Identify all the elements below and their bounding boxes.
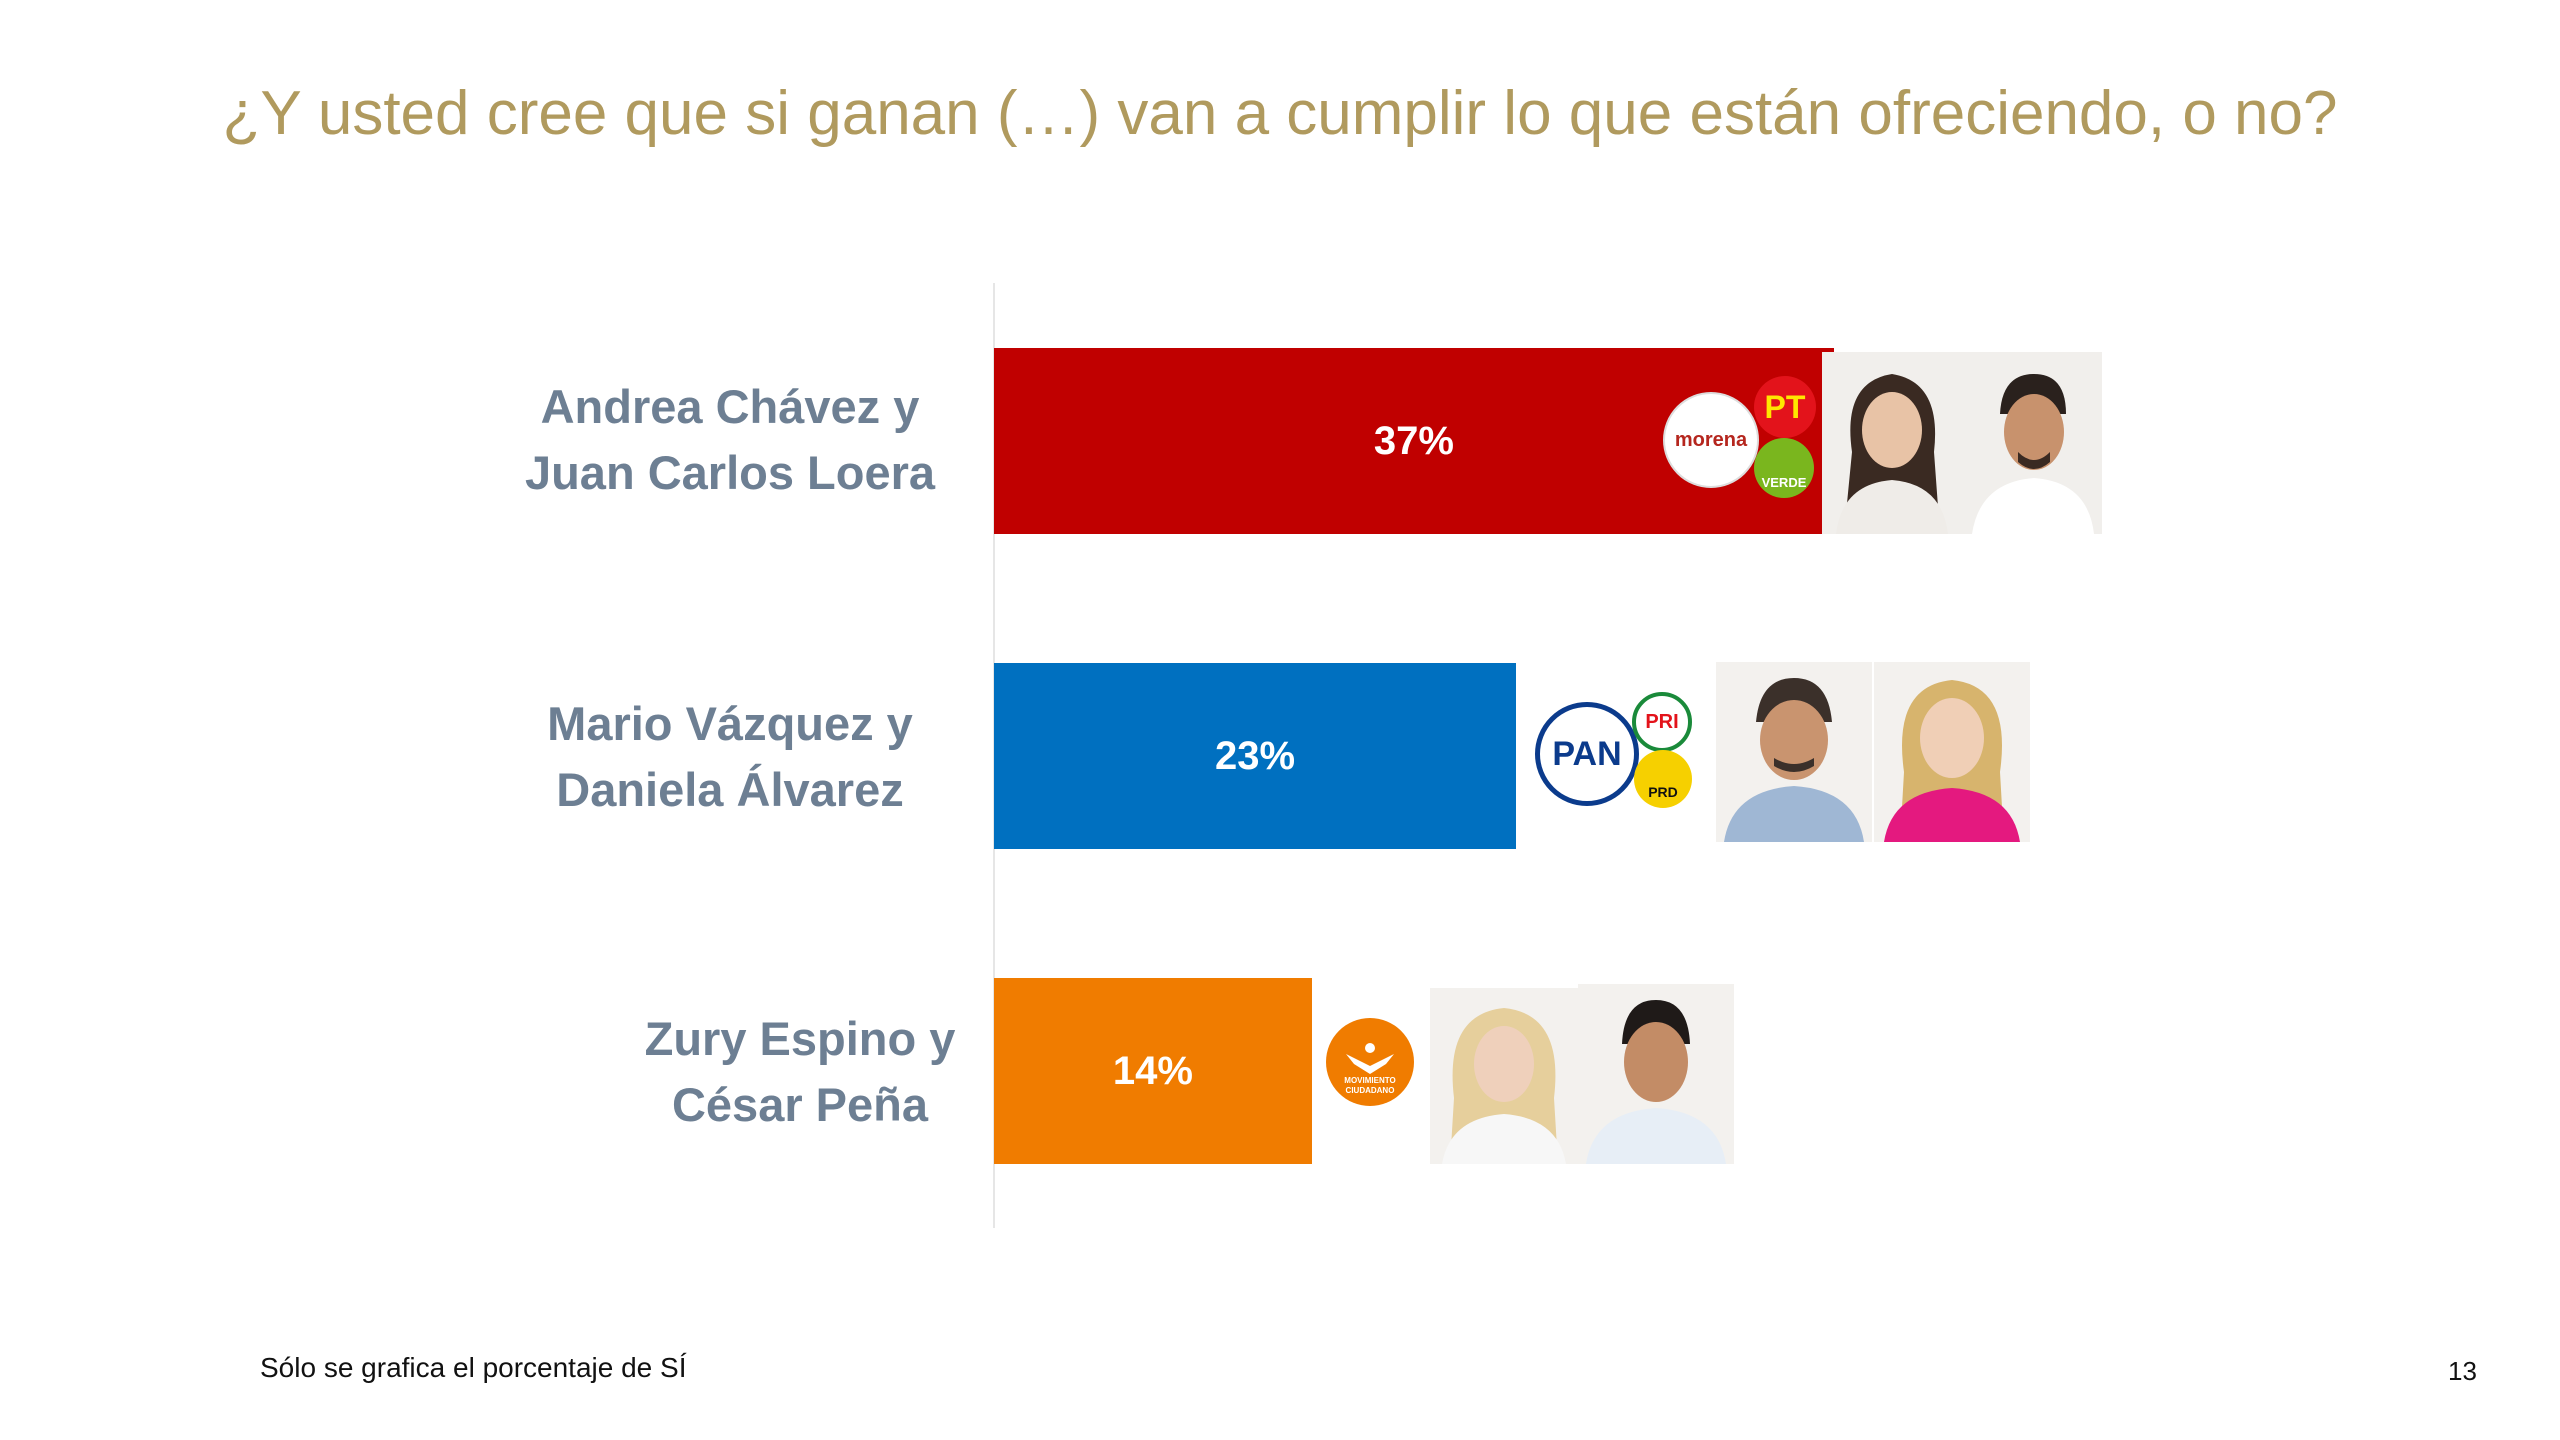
verde-logo-text: VERDE	[1761, 474, 1807, 490]
verde-logo: VERDE	[1754, 438, 1814, 498]
category-label-line: Mario Vázquez y	[547, 697, 913, 750]
category-label-line: Zury Espino y	[644, 1012, 956, 1065]
morena-logo-text: morena	[1674, 428, 1748, 451]
bar-zury-espino-cesar-pena	[994, 978, 1312, 1164]
pt-logo: PT	[1754, 376, 1816, 438]
category-label-mario-vazquez-daniela-alvarez: Mario Vázquez y Daniela Álvarez	[500, 691, 960, 823]
prd-logo-text: PRD	[1648, 784, 1678, 800]
footnote: Sólo se grafica el porcentaje de SÍ	[260, 1352, 687, 1383]
category-label-line: Juan Carlos Loera	[524, 446, 936, 499]
cesar-pena-photo	[1578, 984, 1734, 1164]
category-label-line: Daniela Álvarez	[556, 763, 904, 816]
movimiento-ciudadano-logo-text: MOVIMIENTO CIUDADANO	[1344, 1076, 1396, 1095]
category-label-line: Andrea Chávez y	[540, 380, 920, 433]
data-label: 14%	[1112, 1049, 1193, 1093]
page-number: 13	[2448, 1356, 2477, 1386]
daniela-alvarez-photo	[1874, 662, 2030, 842]
bar-mario-vazquez-daniela-alvarez	[994, 663, 1517, 849]
prd-logo: PRD	[1634, 750, 1692, 808]
pan-logo-text: PAN	[1552, 734, 1622, 773]
category-label-line: César Peña	[671, 1078, 929, 1131]
mario-vazquez-photo	[1716, 662, 1872, 842]
juan-carlos-loera-photo	[1962, 352, 2102, 534]
pt-logo-text: PT	[1764, 388, 1806, 425]
pri-logo-text: PRI	[1645, 710, 1679, 733]
pan-logo: PAN	[1535, 702, 1639, 806]
chart-title: ¿Y usted cree que si ganan (…) van a cum…	[222, 79, 2338, 148]
zury-espino-photo	[1430, 988, 1578, 1164]
data-label: 37%	[1373, 419, 1454, 463]
eagle-icon	[1346, 1043, 1394, 1074]
pri-logo: PRI	[1632, 692, 1692, 752]
data-label: 23%	[1215, 734, 1296, 778]
movimiento-ciudadano-logo: MOVIMIENTO CIUDADANO	[1326, 1018, 1414, 1106]
category-label-zury-espino-cesar-pena: Zury Espino y César Peña	[600, 1006, 1000, 1138]
category-label-andrea-chavez-juan-carlos-loera: Andrea Chávez y Juan Carlos Loera	[500, 374, 960, 506]
morena-logo: morena	[1663, 392, 1759, 488]
andrea-chavez-photo	[1822, 352, 1962, 534]
